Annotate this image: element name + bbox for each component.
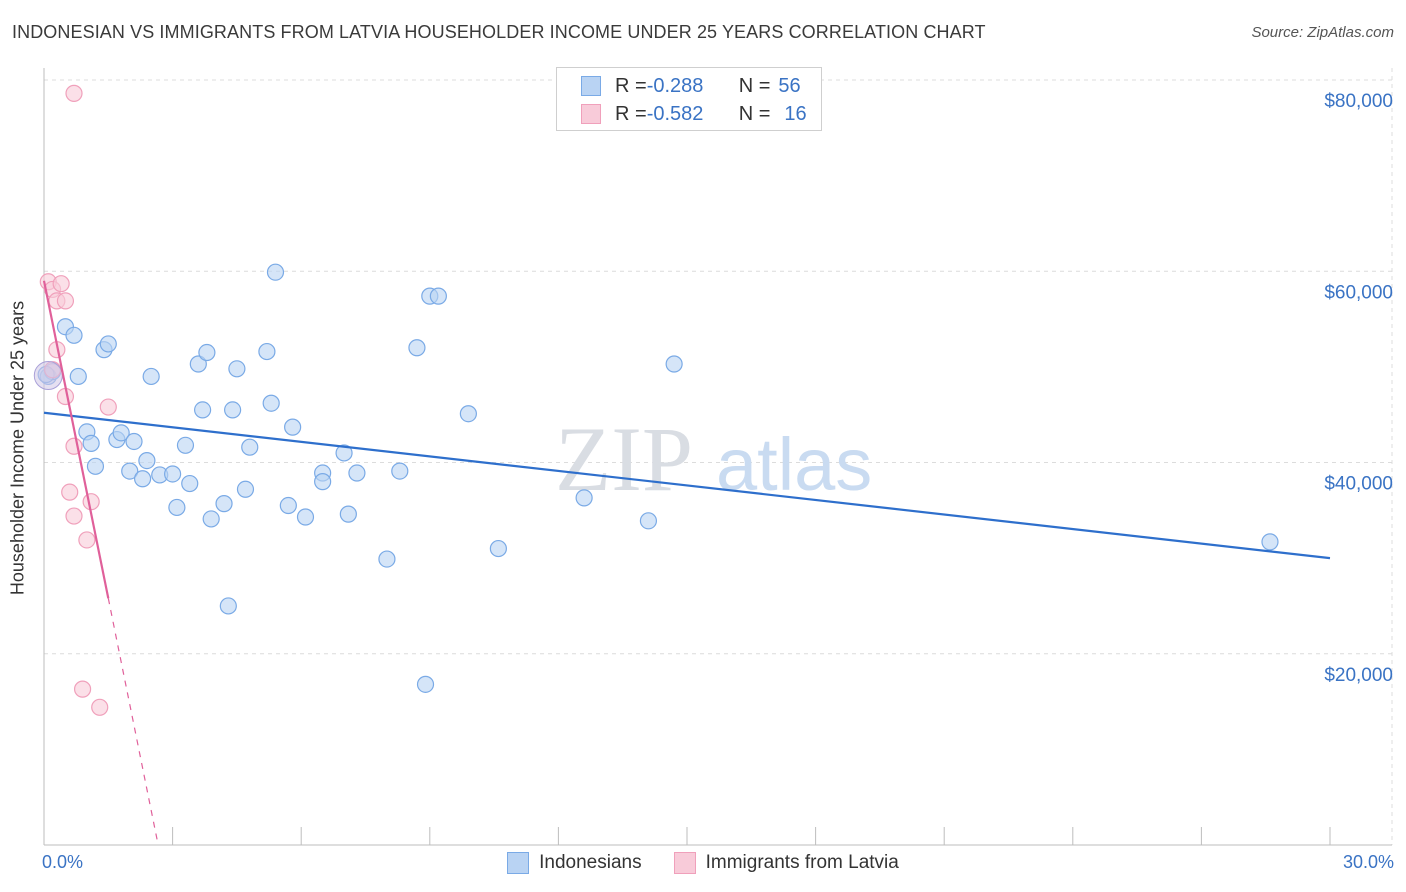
latvia-point (65, 84, 83, 102)
watermark-atlas: atlas (716, 423, 872, 506)
latvia-trend-extension (107, 598, 159, 843)
indonesians-point (279, 496, 297, 515)
latvia-legend-swatch (673, 852, 696, 874)
indonesians-point (1261, 533, 1279, 551)
latvia-point (56, 292, 75, 310)
y-tick-label: $80,000 (1324, 91, 1393, 112)
indonesians-point (258, 342, 276, 361)
indonesians-point (241, 438, 259, 456)
indonesians-point (142, 367, 160, 386)
legend-item-indonesians[interactable]: Indonesians (507, 852, 642, 874)
indonesians-point (296, 508, 315, 526)
legend-item-latvia[interactable]: Immigrants from Latvia (673, 852, 899, 874)
r-label: R = (615, 74, 647, 97)
latvia-trend-line (42, 280, 110, 599)
indonesians-point (133, 470, 152, 488)
indonesians-swatch (581, 76, 601, 96)
y-tick-label: $20,000 (1324, 665, 1393, 686)
y-tick-labels: $20,000 $40,000 $60,000 $80,000 (1324, 91, 1393, 686)
indonesians-point (228, 360, 246, 378)
stats-row-indonesians: R = -0.288 N = 56 (581, 74, 801, 98)
indonesians-point (665, 355, 683, 373)
trend-lines (42, 280, 1331, 843)
series-legend: Indonesians Immigrants from Latvia (0, 852, 1406, 874)
latvia-point (82, 493, 100, 511)
y-axis-label: Householder Income Under 25 years (7, 300, 28, 596)
chart-title: INDONESIAN VS IMMIGRANTS FROM LATVIA HOU… (12, 22, 986, 42)
indonesians-point (65, 326, 83, 344)
n-label: N = (738, 74, 771, 97)
indonesians-point (408, 339, 426, 357)
y-tick-label: $60,000 (1324, 282, 1393, 303)
indonesians-point (194, 401, 212, 419)
x-tick-max: 30.0% (1342, 852, 1394, 872)
indonesians-point (266, 263, 285, 281)
chart-source: Source: ZipAtlas.com (1251, 24, 1394, 41)
indonesians-point (99, 335, 117, 353)
indonesians-point (416, 675, 435, 693)
indonesians-point (121, 462, 139, 480)
latvia-point (99, 398, 117, 416)
indonesians-point (168, 498, 186, 517)
indonesians-point (181, 474, 199, 493)
axes (43, 68, 1392, 846)
latvia-point (65, 507, 83, 525)
r-value: -0.582 (646, 102, 704, 125)
latvia-point (61, 483, 79, 501)
indonesians-point (69, 367, 87, 386)
indonesians-point (575, 489, 593, 507)
indonesians-point (262, 394, 280, 412)
indonesians-point (339, 505, 357, 523)
indonesians-point (112, 424, 130, 442)
indonesians-point (639, 512, 658, 530)
indonesians-point (138, 451, 156, 470)
indonesians-point (215, 495, 233, 513)
indonesians-point (335, 444, 353, 462)
indonesians-point (489, 539, 507, 558)
indonesians-point (459, 405, 477, 423)
latvia-point (91, 698, 109, 716)
r-label: R = (615, 102, 647, 125)
indonesians-point (429, 287, 447, 305)
overlap-point (33, 360, 63, 390)
legend-label: Indonesians (539, 852, 642, 873)
legend-label: Immigrants from Latvia (705, 852, 899, 873)
stats-legend: R = -0.288 N = 56 R = -0.582 N = 16 (556, 67, 822, 131)
indonesians-point (219, 597, 237, 615)
latvia-point (73, 680, 92, 698)
indonesians-point (391, 462, 409, 480)
indonesians-trend-line (43, 411, 1331, 560)
indonesians-point (284, 418, 302, 436)
n-value: 16 (784, 102, 807, 125)
stats-row-latvia: R = -0.582 N = 16 (581, 102, 807, 126)
y-tick-label: $40,000 (1324, 474, 1393, 495)
n-label: N = (738, 102, 771, 125)
indonesians-legend-swatch (507, 852, 530, 874)
latvia-point (78, 531, 96, 549)
watermark: ZIP atlas (555, 408, 872, 510)
indonesians-point (125, 432, 143, 451)
data-points (33, 84, 1279, 716)
latvia-swatch (581, 104, 601, 124)
latvia-point (52, 275, 70, 293)
indonesians-point (198, 343, 216, 362)
x-tick-min: 0.0% (42, 852, 84, 872)
indonesians-point (176, 436, 195, 454)
indonesians-point (164, 465, 182, 483)
indonesians-point (86, 457, 105, 475)
indonesians-point (236, 480, 255, 498)
indonesians-point (348, 464, 366, 482)
indonesians-point (314, 473, 332, 491)
indonesians-point (189, 355, 207, 373)
watermark-zip: ZIP (555, 408, 693, 510)
r-value: -0.288 (646, 74, 704, 97)
n-value: 56 (778, 74, 801, 97)
indonesians-point (378, 550, 396, 568)
indonesians-point (224, 401, 242, 419)
indonesians-point (202, 510, 220, 528)
indonesians-point (82, 434, 100, 452)
